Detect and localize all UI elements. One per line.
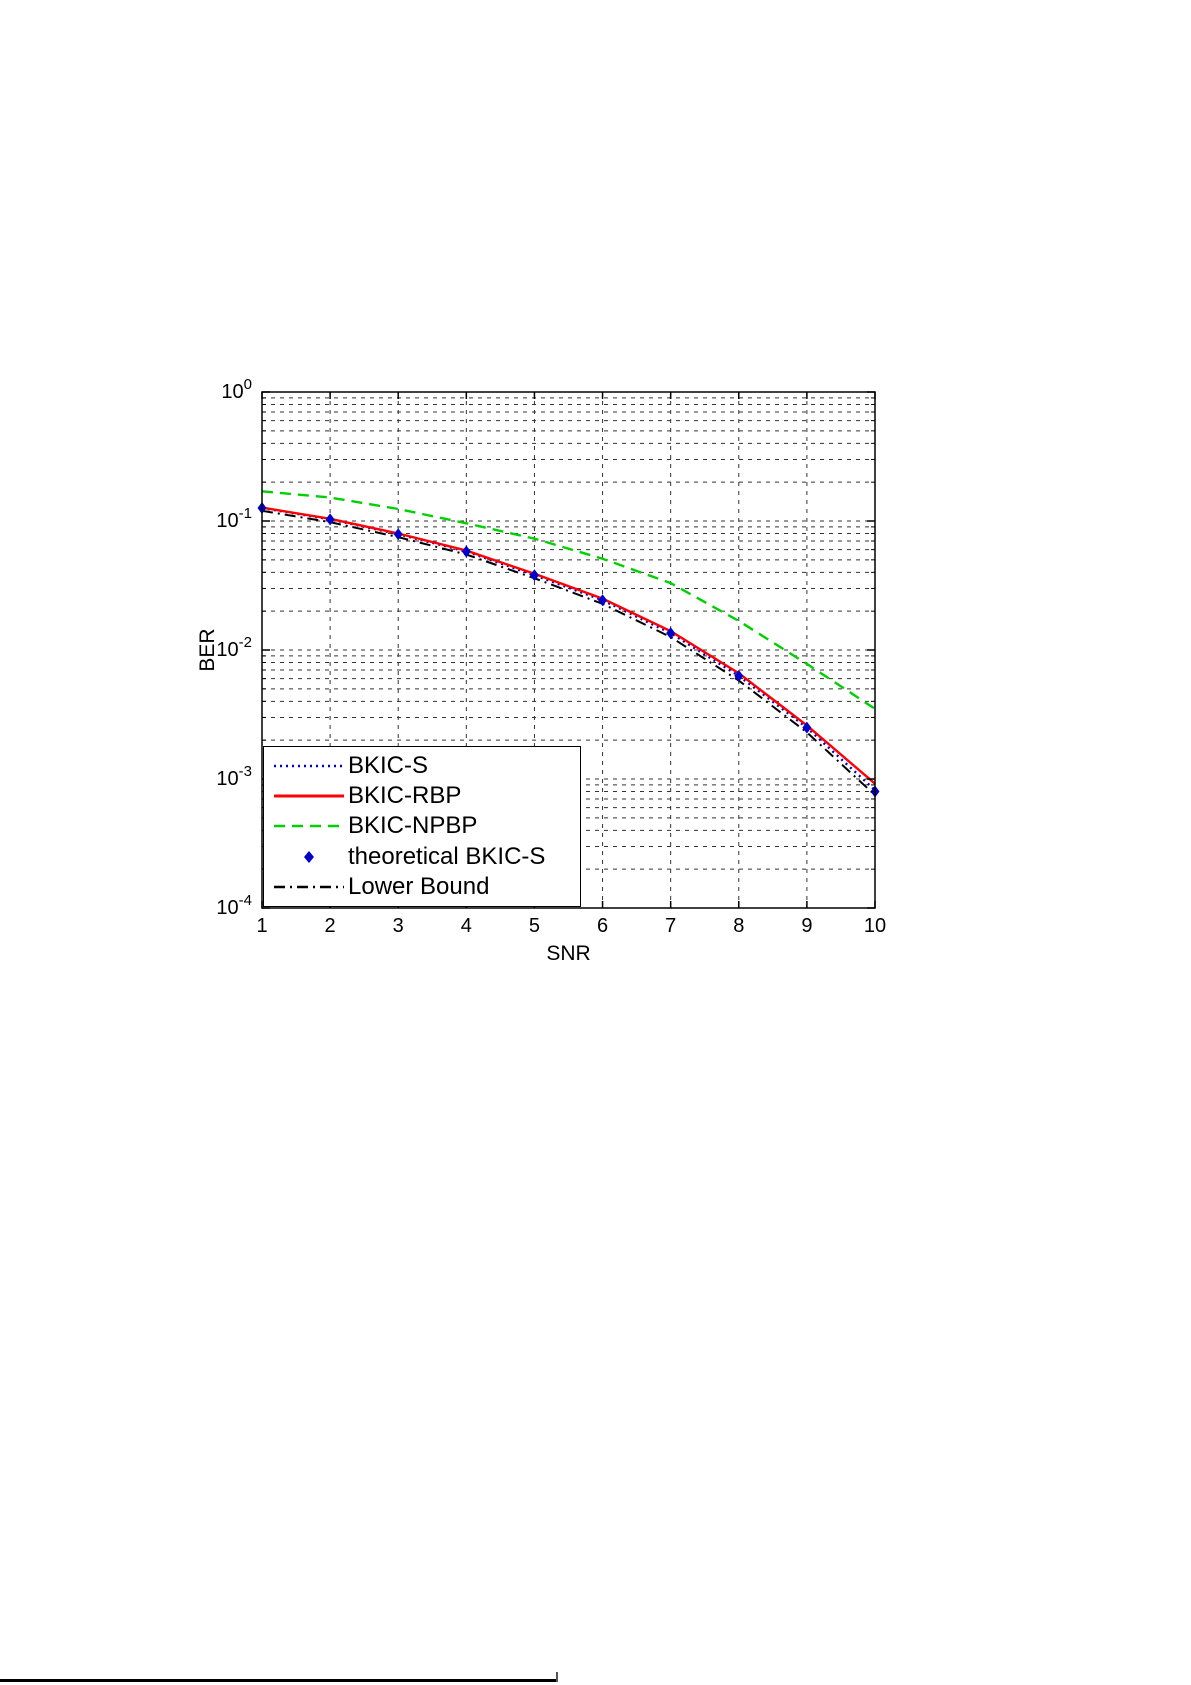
- svg-text:4: 4: [461, 915, 472, 937]
- legend-label: theoretical BKIC-S: [348, 842, 546, 870]
- legend-item-theoretical-bkic-s: theoretical BKIC-S: [264, 842, 580, 872]
- y-axis-label: BER: [196, 628, 219, 671]
- svg-text:10-2: 10-2: [216, 634, 252, 661]
- diamond-marker-icon: [666, 627, 676, 640]
- svg-text:8: 8: [733, 915, 744, 937]
- legend-diamond-marker-icon: [304, 850, 314, 863]
- legend-item-lower-bound: Lower Bound: [264, 872, 580, 902]
- svg-text:10-1: 10-1: [216, 505, 252, 532]
- legend-label: Lower Bound: [348, 872, 490, 900]
- diamond-marker-icon: [529, 569, 539, 582]
- series-lines: [261, 490, 876, 796]
- footer-rule: [0, 1679, 556, 1682]
- y-tick-labels: 100 10-1 10-2 10-3 10-4: [216, 376, 252, 919]
- diamond-marker-icon: [325, 513, 335, 526]
- diamond-marker-icon: [461, 545, 471, 558]
- diamond-marker-icon: [802, 721, 812, 734]
- legend-label: BKIC-RBP: [348, 782, 462, 810]
- svg-text:10-3: 10-3: [216, 763, 252, 790]
- diamond-marker-icon: [734, 669, 744, 682]
- footer-rule-tick: [556, 1672, 558, 1682]
- diamond-marker-icon: [598, 594, 608, 607]
- legend-label: BKIC-NPBP: [348, 812, 478, 840]
- legend-sample-dashdot-line: [274, 885, 344, 889]
- legend-sample-dashed-line: [274, 825, 344, 828]
- svg-text:10: 10: [864, 915, 886, 937]
- legend-item-bkic-rbp: BKIC-RBP: [264, 781, 580, 811]
- svg-text:3: 3: [393, 915, 404, 937]
- svg-text:5: 5: [529, 915, 540, 937]
- svg-text:9: 9: [801, 915, 812, 937]
- svg-text:7: 7: [665, 915, 676, 937]
- legend-label: BKIC-S: [348, 752, 429, 780]
- diamond-marker-icon: [393, 528, 403, 541]
- legend: BKIC-S BKIC-RBP BKIC-NPBP theoretical BK…: [263, 746, 581, 907]
- x-tick-labels: 1 2 3 4 5 6 7 8 9 10: [256, 915, 886, 937]
- legend-sample-dotted-line: [274, 764, 344, 768]
- legend-item-bkic-s: BKIC-S: [264, 751, 580, 781]
- svg-text:100: 100: [221, 376, 252, 403]
- legend-sample-solid-line: [274, 794, 344, 798]
- x-axis-label: SNR: [546, 942, 590, 965]
- legend-item-bkic-npbp: BKIC-NPBP: [264, 811, 580, 841]
- svg-text:6: 6: [597, 915, 608, 937]
- svg-text:1: 1: [256, 915, 267, 937]
- svg-text:2: 2: [325, 915, 336, 937]
- svg-text:10-4: 10-4: [216, 892, 252, 919]
